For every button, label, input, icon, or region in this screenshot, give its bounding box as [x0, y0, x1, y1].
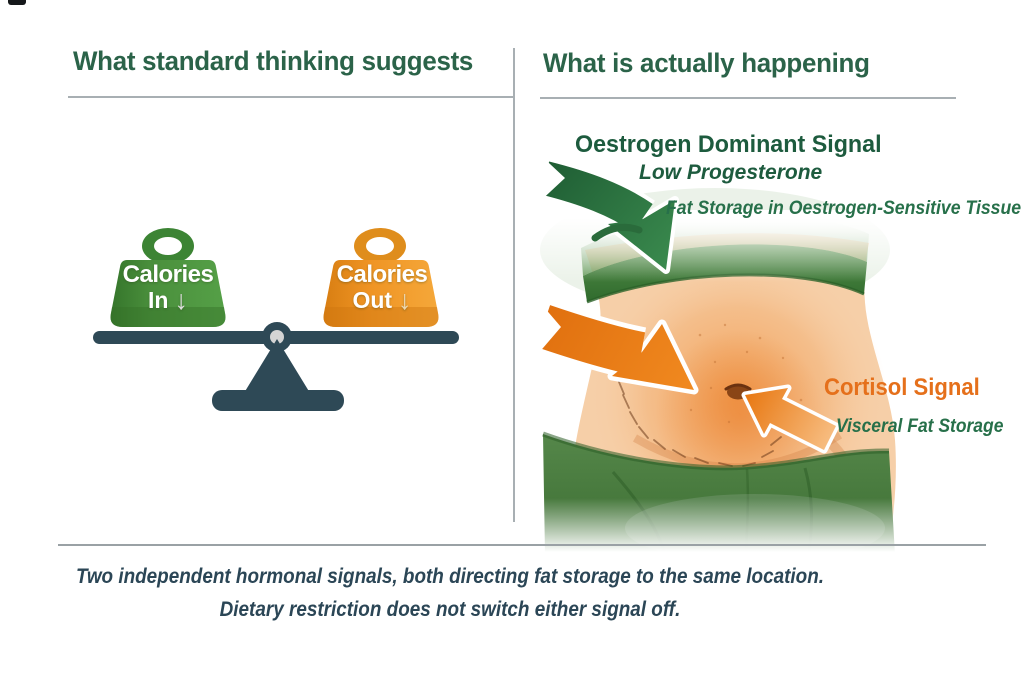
balance-scale-illustration [93, 228, 459, 411]
cortisol-arrow-large [531, 292, 699, 395]
column-divider [513, 48, 515, 522]
corner-mark [8, 0, 26, 5]
footer-caption: Two independent hormonal signals, both d… [0, 560, 900, 626]
oestrogen-signal-title: Oestrogen Dominant Signal [575, 131, 882, 158]
visceral-fat-label: Visceral Fat Storage [836, 416, 1004, 437]
right-column-title: What is actually happening [543, 48, 870, 78]
left-header-underline [68, 96, 514, 98]
down-arrow-icon: ↓ [174, 284, 188, 315]
calories-out-weight [323, 228, 439, 327]
calories-in-weight [110, 228, 226, 327]
calories-in-label: Calories In ↓ [106, 262, 230, 313]
low-progesterone-label: Low Progesterone [639, 161, 823, 184]
footer-line-1: Two independent hormonal signals, both d… [75, 565, 825, 588]
calories-out-line2: Out [352, 286, 393, 313]
calories-in-line1: Calories [122, 261, 214, 288]
calories-out-label: Calories Out ↓ [320, 262, 444, 313]
cortisol-arrow-small [741, 384, 840, 454]
footer-divider [58, 544, 986, 546]
down-arrow-icon: ↓ [398, 284, 412, 315]
oestrogen-arrow [535, 150, 679, 274]
cortisol-signal-title: Cortisol Signal [824, 374, 980, 401]
fat-storage-label: Fat Storage in Oestrogen-Sensitive Tissu… [666, 198, 1022, 219]
footer-line-2: Dietary restriction does not switch eith… [219, 598, 681, 621]
scale-stand [93, 322, 459, 411]
right-header-underline [540, 97, 956, 99]
left-column-title: What standard thinking suggests [73, 46, 474, 76]
calories-in-line2: In [148, 286, 169, 313]
calories-out-line1: Calories [336, 261, 428, 288]
